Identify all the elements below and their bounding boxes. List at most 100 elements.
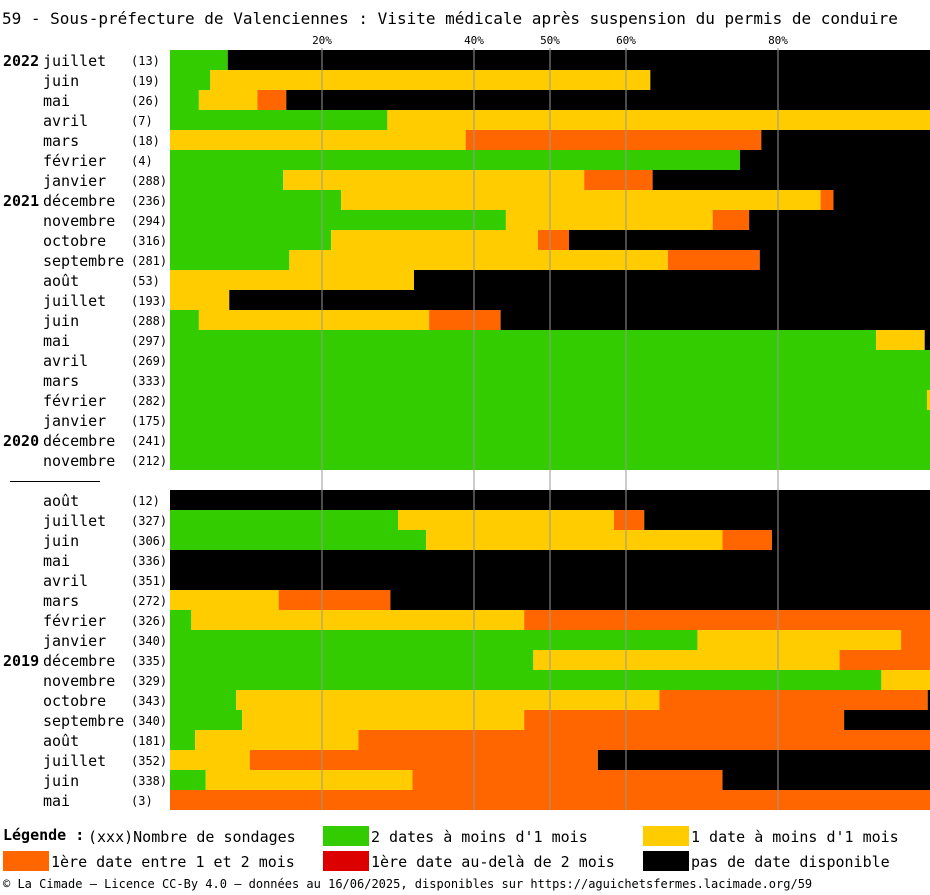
- bar-segment: [170, 770, 206, 790]
- bar-segment: [191, 610, 525, 630]
- count-label: (282): [131, 394, 167, 408]
- chart-title: 59 - Sous-préfecture de Valenciennes : V…: [2, 9, 898, 28]
- bar-segment: [927, 690, 930, 710]
- bar-segment: [652, 170, 930, 190]
- bar-segment: [331, 230, 538, 250]
- bar-segment: [170, 630, 698, 650]
- bar-segment: [170, 610, 192, 630]
- legend-swatch-black: [643, 851, 689, 871]
- bar-segment: [500, 310, 930, 330]
- month-label: novembre: [43, 672, 115, 690]
- legend-title: Légende :: [3, 826, 84, 844]
- bar-segment: [170, 210, 506, 230]
- month-label: juillet: [43, 752, 106, 770]
- bar-segment: [289, 250, 668, 270]
- month-label: juin: [43, 312, 79, 330]
- month-label: septembre: [43, 712, 124, 730]
- bar-segment: [759, 250, 930, 270]
- x-tick-label: 50%: [540, 34, 560, 47]
- month-label: août: [43, 492, 79, 510]
- bar-segment: [170, 750, 250, 770]
- bar-segment: [839, 650, 930, 670]
- month-label: mars: [43, 592, 79, 610]
- month-label: avril: [43, 112, 88, 130]
- month-label: décembre: [43, 652, 115, 670]
- month-label: août: [43, 732, 79, 750]
- month-label: avril: [43, 352, 88, 370]
- bar-segment: [537, 230, 569, 250]
- count-label: (281): [131, 254, 167, 268]
- bar-segment: [524, 710, 845, 730]
- bar-segment: [170, 310, 199, 330]
- bar-segment: [170, 530, 427, 550]
- bar-segment: [198, 310, 430, 330]
- bar-segment: [413, 270, 930, 290]
- bar-segment: [229, 290, 930, 310]
- month-label: août: [43, 272, 79, 290]
- count-label: (3): [131, 794, 153, 808]
- bar-segment: [283, 170, 585, 190]
- x-tick-label: 80%: [768, 34, 788, 47]
- bar-segment: [644, 510, 930, 530]
- year-label: 2020: [3, 432, 39, 450]
- month-label: octobre: [43, 692, 106, 710]
- bar-segment: [722, 530, 772, 550]
- bar-segment: [170, 690, 237, 710]
- bar-segment: [697, 630, 902, 650]
- month-label: juin: [43, 532, 79, 550]
- bar-segment: [761, 130, 930, 150]
- bar-segment: [170, 510, 398, 530]
- month-label: décembre: [43, 432, 115, 450]
- x-tick-label: 20%: [312, 34, 332, 47]
- bar-segment: [170, 730, 196, 750]
- legend-label-green: 2 dates à moins d'1 mois: [371, 828, 588, 846]
- group-separator: [10, 481, 100, 482]
- month-label: novembre: [43, 452, 115, 470]
- legend-label-orange: 1ère date entre 1 et 2 mois: [51, 853, 295, 871]
- x-tick-label: 40%: [464, 34, 484, 47]
- bar-segment: [533, 650, 840, 670]
- count-label: (53): [131, 274, 160, 288]
- bar-segment: [712, 210, 750, 230]
- count-label: (193): [131, 294, 167, 308]
- month-label: septembre: [43, 252, 124, 270]
- month-label: février: [43, 612, 106, 630]
- month-label: janvier: [43, 412, 106, 430]
- bar-segment: [195, 730, 359, 750]
- count-label: (269): [131, 354, 167, 368]
- bar-segment: [205, 770, 413, 790]
- month-label: mai: [43, 332, 70, 350]
- month-label: février: [43, 392, 106, 410]
- count-label: (236): [131, 194, 167, 208]
- bar-segment: [429, 310, 501, 330]
- count-label: (338): [131, 774, 167, 788]
- month-label: novembre: [43, 212, 115, 230]
- legend-swatch-red: [323, 851, 369, 871]
- legend-label-yellow: 1 date à moins d'1 mois: [691, 828, 899, 846]
- bar-segment: [170, 590, 279, 610]
- count-label: (12): [131, 494, 160, 508]
- bar-segment: [278, 590, 391, 610]
- count-label: (306): [131, 534, 167, 548]
- legend-swatch-yellow: [643, 826, 689, 846]
- bar-segment: [170, 670, 882, 690]
- chart: 2022 juillet (13)juin (19)mai (26)avril (7)ma…: [3, 34, 930, 810]
- bar-segment: [249, 750, 598, 770]
- month-label: mai: [43, 92, 70, 110]
- bar-segment: [286, 90, 930, 110]
- bar-segment: [667, 250, 760, 270]
- bar-segment: [358, 730, 930, 750]
- month-label: mars: [43, 132, 79, 150]
- count-label: (326): [131, 614, 167, 628]
- bar-segment: [170, 230, 332, 250]
- count-label: (316): [131, 234, 167, 248]
- month-label: juillet: [43, 512, 106, 530]
- bar-segment: [210, 70, 651, 90]
- count-label: (327): [131, 514, 167, 528]
- bar-segment: [749, 210, 930, 230]
- bar-segment: [170, 150, 740, 170]
- bar-segment: [505, 210, 713, 230]
- bar-segment: [650, 70, 930, 90]
- bar-segment: [242, 710, 525, 730]
- count-label: (351): [131, 574, 167, 588]
